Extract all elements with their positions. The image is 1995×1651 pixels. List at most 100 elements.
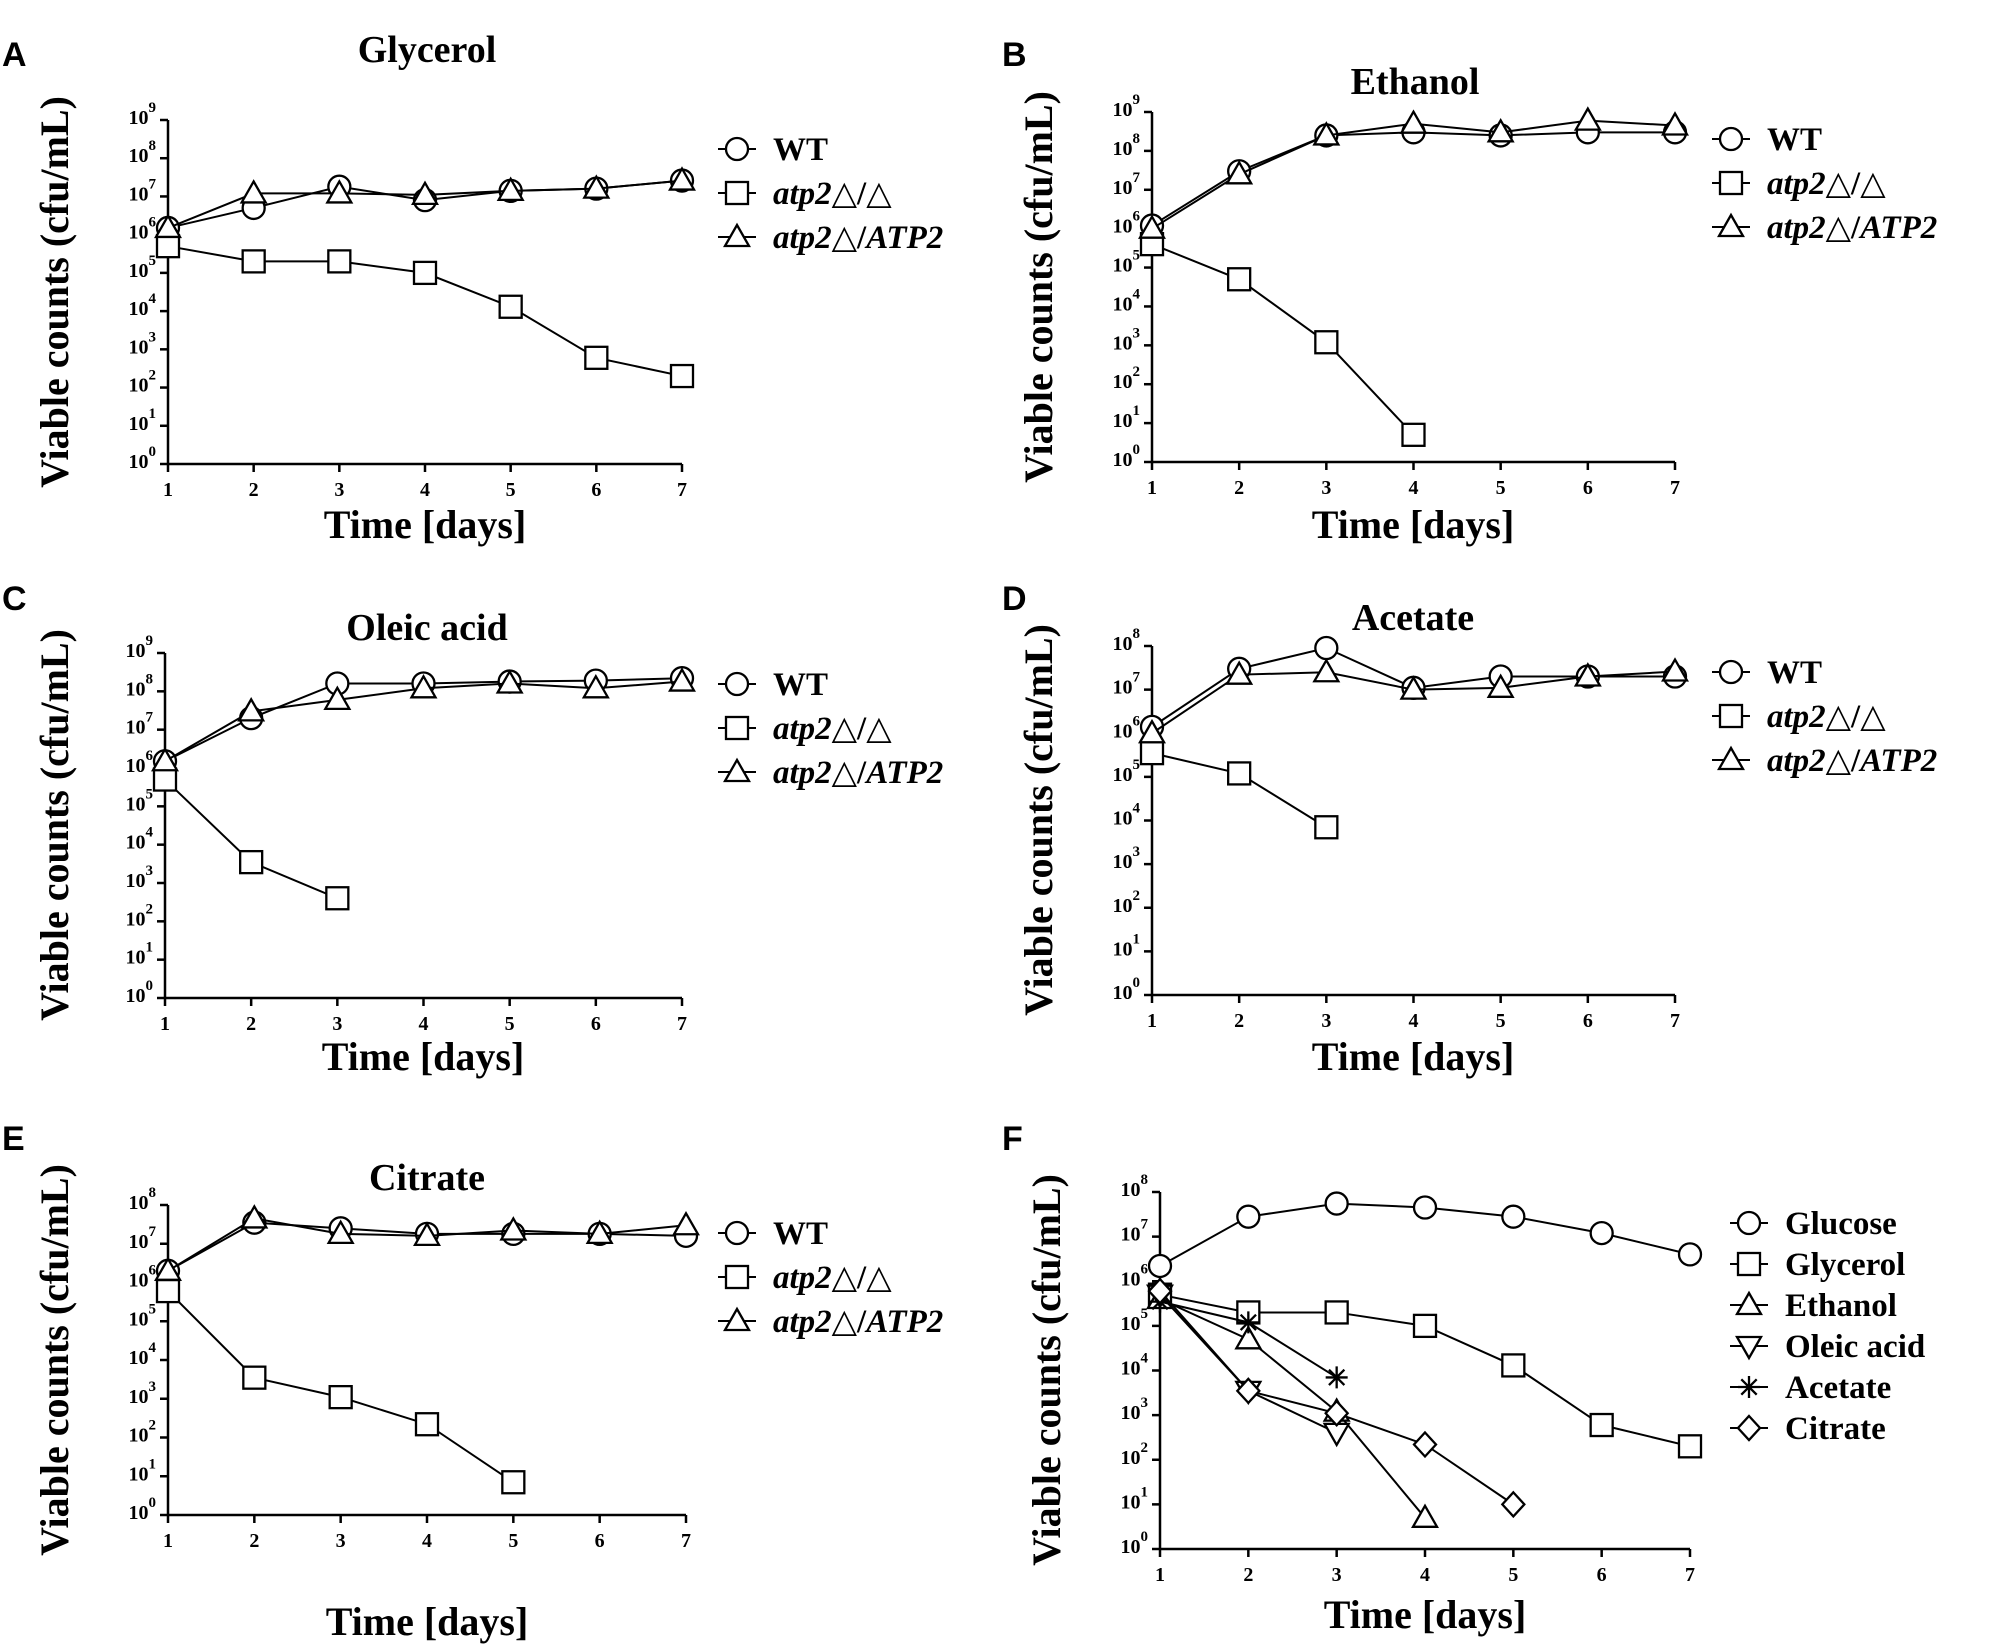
series-atp2-: [152, 767, 350, 911]
legend-marker: [1718, 703, 1744, 729]
data-point: [1677, 1434, 1703, 1459]
x-tick-label: 7: [677, 1013, 687, 1035]
panel-c: C Oleic acid 100 101 102 103 104 105 106 107 108 10…: [2, 580, 943, 1079]
x-tick-label: 3: [1321, 477, 1331, 499]
y-tick-label: 103: [129, 329, 157, 358]
y-tick-label: 104: [1121, 1351, 1149, 1380]
y-tick-label: 107: [1113, 170, 1141, 199]
data-point: [1412, 1313, 1438, 1339]
y-tick-label: 108: [1113, 131, 1141, 160]
data-point: [1399, 109, 1428, 134]
legend-label: WT: [773, 667, 828, 703]
legend-marker: [1717, 212, 1745, 238]
data-point: [413, 1221, 441, 1246]
panel-f: F 100 101 102 103 104 105 106 107 108 1 2 3 4 5 6 7 Time …: [1002, 1120, 1925, 1637]
series-atp2-: [1139, 740, 1339, 840]
x-tick-label: 2: [1234, 477, 1244, 499]
x-tick-label: 4: [1409, 477, 1419, 499]
legend-marker: [724, 1264, 750, 1290]
y-tick-label: 108: [1113, 626, 1141, 655]
data-point: [1225, 660, 1254, 685]
x-tick-label: 5: [1496, 1010, 1506, 1032]
panel-b: B Ethanol 100 101 102 103 104 105 106 107 108 109 1 2…: [1002, 36, 1937, 547]
legend-marker: [1718, 659, 1744, 685]
data-point: [1236, 1204, 1261, 1229]
data-point: [1486, 118, 1515, 143]
legend-label: WT: [773, 1216, 828, 1252]
y-tick-label: 100: [1113, 442, 1141, 471]
y-tick-label: 104: [129, 1340, 157, 1369]
data-point: [326, 1219, 355, 1245]
x-tick-label: 2: [1243, 1564, 1253, 1586]
x-tick-label: 4: [1420, 1564, 1430, 1586]
data-point: [1573, 106, 1602, 131]
x-tick-label: 7: [681, 1530, 691, 1552]
panel-a: A Glycerol 100 101 102 103 104 105 106 107 108 109 1…: [2, 29, 943, 547]
legend-label: atp2△/ATP2: [1767, 743, 1937, 779]
data-point: [155, 1278, 181, 1304]
legend-marker: [724, 715, 750, 741]
data-point: [1500, 1490, 1526, 1519]
x-tick-label: 7: [1670, 1010, 1680, 1032]
series-citrate: [1147, 1277, 1526, 1519]
series-line: [1159, 1298, 1426, 1519]
x-axis-title: Time [days]: [322, 1034, 525, 1079]
legend-item: WT: [1712, 655, 1822, 691]
y-tick-label: 107: [126, 710, 154, 739]
x-tick-label: 2: [246, 1013, 256, 1035]
legend-item: Acetate: [1730, 1370, 1891, 1406]
x-tick-label: 3: [1321, 1010, 1331, 1032]
legend-item: atp2△/△: [1712, 699, 1886, 735]
data-point: [669, 363, 695, 389]
x-tick-label: 6: [1597, 1564, 1607, 1586]
x-tick-label: 1: [1155, 1564, 1165, 1586]
y-tick-label: 102: [126, 901, 154, 930]
y-tick-label: 101: [129, 406, 157, 435]
legend-label: atp2△/△: [773, 711, 892, 747]
data-point: [1322, 1422, 1351, 1448]
x-tick-label: 7: [677, 479, 687, 501]
y-tick-label: 100: [1113, 975, 1141, 1004]
panel-letter: E: [2, 1120, 25, 1158]
data-point: [1677, 1242, 1703, 1267]
x-tick-label: 5: [508, 1530, 518, 1552]
y-tick-label: 106: [1121, 1261, 1149, 1290]
legend-item: atp2△/ATP2: [1712, 210, 1937, 246]
data-point: [412, 260, 438, 286]
data-point: [1399, 675, 1428, 700]
legend-item: WT: [1712, 122, 1822, 158]
data-point: [1312, 121, 1341, 146]
data-point: [239, 179, 268, 204]
data-point: [155, 234, 181, 259]
x-tick-label: 5: [506, 479, 516, 501]
data-point: [1138, 718, 1166, 744]
legend-marker: [724, 180, 750, 206]
panel-letter: B: [1002, 36, 1027, 74]
legend-label: Glucose: [1785, 1206, 1897, 1242]
y-tick-label: 109: [126, 633, 154, 662]
y-tick-label: 104: [129, 291, 157, 320]
y-tick-label: 101: [126, 940, 154, 969]
series-wt: [1139, 120, 1688, 238]
x-tick-label: 2: [249, 1530, 259, 1552]
y-tick-label: 104: [1113, 801, 1141, 830]
panel-letter: F: [1002, 1120, 1023, 1158]
y-tick-label: 101: [129, 1456, 157, 1485]
data-point: [323, 685, 352, 710]
y-tick-label: 107: [129, 176, 157, 205]
y-tick-label: 103: [1113, 325, 1141, 354]
y-tick-label: 106: [1113, 713, 1141, 742]
legend-item: atp2△/△: [1712, 166, 1886, 202]
data-point: [496, 176, 525, 202]
y-tick-label: 102: [129, 368, 157, 397]
x-tick-label: 4: [420, 479, 430, 501]
x-tick-label: 7: [1670, 477, 1680, 499]
x-axis-title: Time [days]: [1312, 502, 1515, 547]
legend-item: WT: [718, 667, 828, 703]
legend-marker: [1718, 126, 1744, 152]
x-tick-label: 4: [1409, 1010, 1419, 1032]
y-tick-label: 103: [1113, 844, 1141, 873]
legend-label: atp2△/ATP2: [1767, 210, 1937, 246]
legend-label: Glycerol: [1785, 1247, 1905, 1283]
